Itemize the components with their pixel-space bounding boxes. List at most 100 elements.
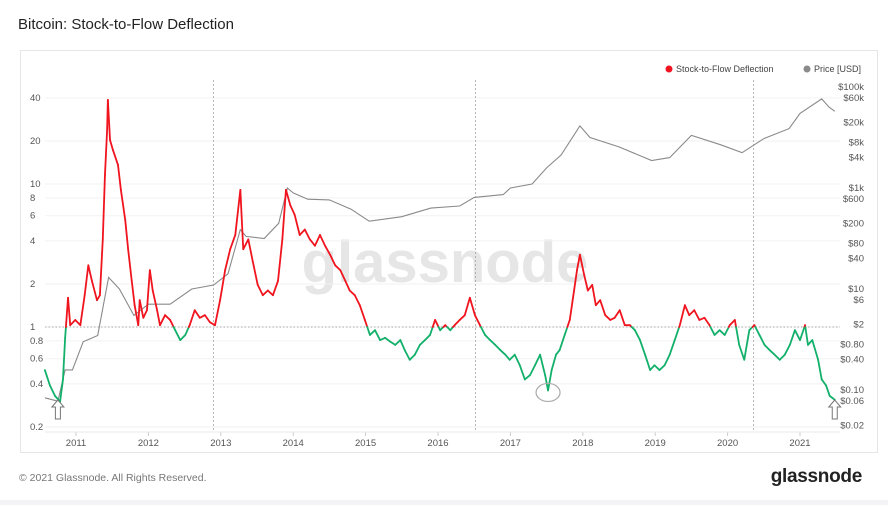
deflection-segment	[799, 326, 806, 341]
deflection-segment	[434, 319, 440, 328]
right-tick-label: $600	[843, 194, 864, 205]
deflection-segment	[778, 353, 786, 361]
deflection-segment	[678, 304, 686, 327]
deflection-segment	[599, 299, 607, 317]
deflection-segment	[324, 244, 332, 256]
deflection-segment	[663, 353, 671, 367]
right-tick-label: $0.02	[840, 420, 864, 431]
deflection-segment	[251, 259, 259, 286]
deflection-segment	[644, 353, 652, 371]
deflection-segment	[513, 353, 521, 367]
deflection-segment	[807, 339, 814, 346]
deflection-segment	[723, 326, 730, 336]
copyright: © 2021 Glassnode. All Rights Reserved.	[19, 472, 207, 484]
deflection-segment	[389, 340, 397, 346]
deflection-segment	[319, 234, 326, 247]
deflection-segment	[219, 269, 227, 302]
deflection-segment	[64, 326, 67, 339]
deflection-segment	[529, 364, 536, 377]
deflection-segment	[429, 326, 434, 336]
legend-price: Price [USD]	[814, 64, 861, 74]
deflection-segment	[825, 384, 831, 397]
price-line	[44, 98, 836, 402]
deflection-segment	[127, 248, 133, 282]
chart-panel	[20, 50, 878, 453]
deflection-segment	[179, 334, 187, 341]
deflection-segment	[804, 326, 809, 346]
deflection-segment	[298, 228, 306, 236]
deflection-segment	[754, 326, 761, 336]
deflection-segment	[281, 188, 287, 241]
deflection-segment	[613, 309, 621, 319]
deflection-segment	[272, 280, 279, 297]
deflection-segment	[159, 314, 166, 327]
deflection-segment	[91, 280, 98, 302]
deflection-segment	[594, 299, 602, 307]
left-tick-label: 6	[30, 211, 35, 222]
deflection-segment	[783, 343, 791, 356]
deflection-segment	[399, 339, 406, 351]
right-tick-label: $2	[853, 319, 864, 330]
left-tick-label: 1	[30, 322, 35, 333]
deflection-segment	[334, 264, 342, 271]
deflection-segment	[169, 319, 175, 328]
deflection-segment	[229, 234, 237, 251]
deflection-segment	[683, 304, 691, 317]
deflection-segment	[424, 334, 431, 341]
deflection-segment	[474, 314, 481, 327]
deflection-segment	[256, 283, 264, 297]
deflection-segment	[618, 309, 626, 327]
deflection-segment	[579, 253, 586, 277]
deflection-segment	[494, 343, 502, 351]
right-tick-label: $0.06	[840, 396, 864, 407]
deflection-segment	[261, 289, 269, 297]
deflection-segment	[384, 336, 392, 343]
deflection-segment	[463, 296, 471, 317]
deflection-segment	[96, 294, 101, 302]
deflection-segment	[639, 339, 646, 356]
deflection-segment	[688, 309, 696, 317]
left-tick-label: 2	[30, 279, 35, 290]
deflection-segment	[563, 326, 569, 336]
deflection-segment	[788, 329, 796, 346]
right-tick-label: $20k	[843, 117, 864, 128]
deflection-segment	[353, 294, 361, 307]
deflection-segment	[344, 280, 351, 292]
deflection-segment	[203, 314, 211, 324]
deflection-segment	[583, 274, 589, 292]
deflection-segment	[550, 353, 557, 371]
deflection-segment	[83, 264, 90, 297]
deflection-segment	[499, 349, 507, 356]
left-tick-label: 10	[30, 179, 41, 190]
deflection-segment	[673, 326, 681, 341]
deflection-segment	[733, 319, 737, 328]
deflection-segment	[523, 374, 531, 381]
deflection-segment	[408, 353, 416, 361]
deflection-segment	[74, 319, 82, 327]
deflection-segment	[718, 329, 726, 336]
deflection-segment	[374, 329, 381, 341]
deflection-segment	[703, 316, 711, 327]
deflection-segment	[649, 364, 656, 371]
deflection-segment	[604, 314, 612, 321]
deflection-segment	[117, 164, 122, 191]
x-tick-label: 2014	[283, 438, 304, 449]
legend-dot-price	[803, 65, 811, 73]
deflection-segment	[453, 319, 461, 327]
left-tick-label: 0.2	[30, 422, 43, 433]
right-tick-label: $60k	[843, 93, 864, 104]
deflection-segment	[369, 329, 376, 336]
x-tick-label: 2018	[572, 438, 593, 449]
deflection-segment	[247, 238, 254, 262]
deflection-segment	[174, 329, 182, 341]
deflection-segment	[555, 349, 561, 356]
right-tick-label: $4k	[849, 153, 865, 164]
circle-annotation	[535, 382, 561, 403]
deflection-segment	[634, 329, 641, 341]
deflection-segment	[758, 334, 766, 346]
left-tick-label: 20	[30, 136, 41, 147]
deflection-segment	[151, 289, 158, 312]
deflection-segment	[518, 364, 526, 381]
deflection-segment	[156, 309, 161, 327]
deflection-segment	[413, 343, 421, 356]
